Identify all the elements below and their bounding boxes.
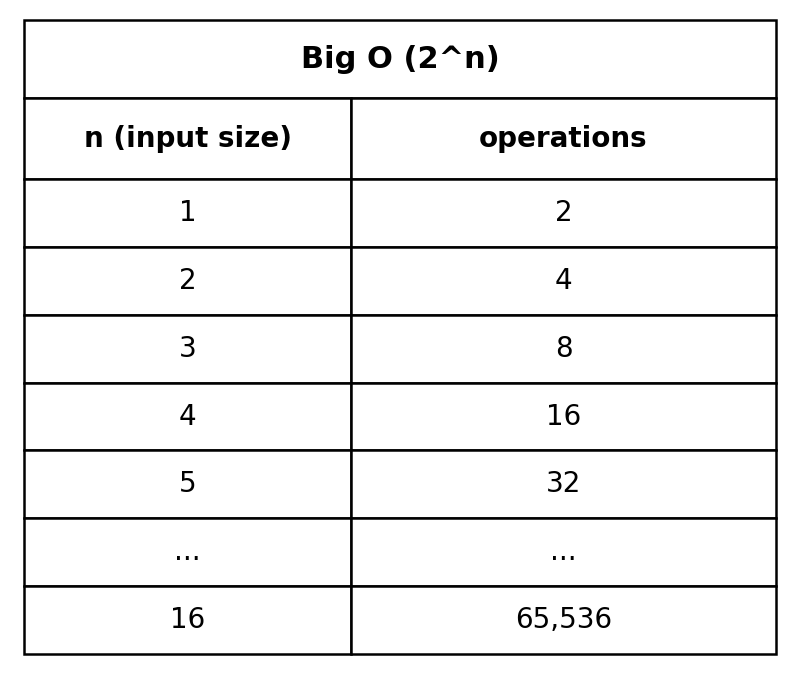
- Text: 4: 4: [554, 267, 572, 295]
- Bar: [24, 20, 776, 98]
- Bar: [351, 450, 776, 518]
- Text: ...: ...: [550, 538, 577, 566]
- Bar: [24, 383, 351, 450]
- Text: 65,536: 65,536: [515, 606, 612, 634]
- Bar: [24, 518, 351, 586]
- Bar: [351, 383, 776, 450]
- Bar: [351, 518, 776, 586]
- Text: 2: 2: [178, 267, 196, 295]
- Bar: [24, 98, 351, 179]
- Text: 32: 32: [546, 470, 582, 498]
- Text: ...: ...: [174, 538, 201, 566]
- Bar: [24, 247, 351, 315]
- Text: 1: 1: [178, 200, 196, 227]
- Bar: [351, 586, 776, 654]
- Bar: [351, 179, 776, 247]
- Text: 5: 5: [178, 470, 196, 498]
- Bar: [24, 450, 351, 518]
- Text: Big O (2^n): Big O (2^n): [301, 44, 499, 73]
- Bar: [351, 247, 776, 315]
- Bar: [24, 315, 351, 383]
- Text: 2: 2: [554, 200, 572, 227]
- Text: 4: 4: [178, 402, 196, 431]
- Bar: [24, 179, 351, 247]
- Text: operations: operations: [479, 125, 648, 153]
- Text: 3: 3: [178, 335, 197, 363]
- Bar: [351, 315, 776, 383]
- Text: 16: 16: [170, 606, 205, 634]
- Bar: [24, 586, 351, 654]
- Text: 8: 8: [554, 335, 572, 363]
- Text: n (input size): n (input size): [83, 125, 291, 153]
- Bar: [351, 98, 776, 179]
- Text: 16: 16: [546, 402, 581, 431]
